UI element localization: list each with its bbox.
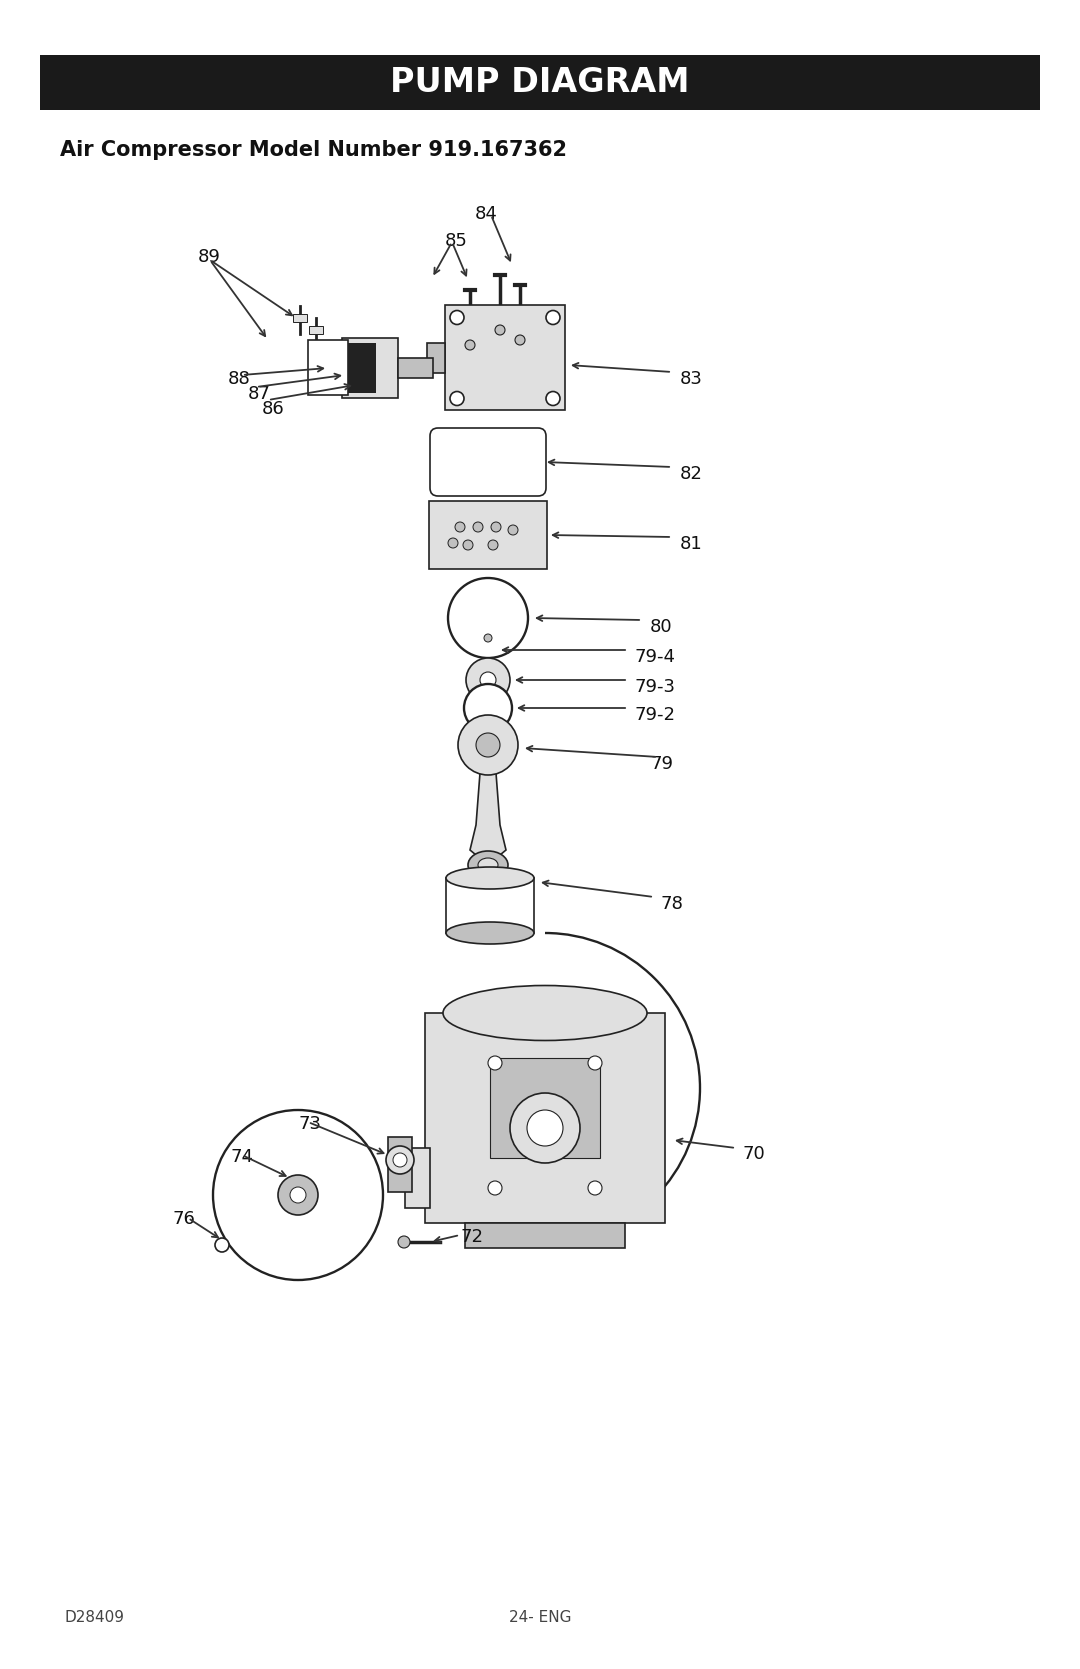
Circle shape [393,1153,407,1167]
Text: 76: 76 [173,1210,195,1228]
Circle shape [215,1238,229,1252]
Circle shape [465,658,510,703]
Circle shape [546,310,561,324]
Bar [399,357,433,377]
Circle shape [473,522,483,532]
Polygon shape [315,1195,374,1242]
Circle shape [480,673,496,688]
FancyBboxPatch shape [430,427,546,496]
Text: 89: 89 [198,249,221,265]
Circle shape [455,522,465,532]
Circle shape [588,1056,602,1070]
Circle shape [465,340,475,350]
Circle shape [488,1182,502,1195]
Circle shape [448,537,458,547]
Bar [429,501,546,569]
Circle shape [278,1175,318,1215]
Text: 88: 88 [228,371,251,387]
Ellipse shape [446,921,534,945]
Text: 82: 82 [680,466,703,482]
Bar [342,339,399,397]
Bar [293,314,307,322]
Circle shape [291,1187,306,1203]
Circle shape [546,392,561,406]
Polygon shape [285,1118,323,1177]
Circle shape [510,1093,580,1163]
Bar [490,1058,600,1158]
Text: Air Compressor Model Number 919.167362: Air Compressor Model Number 919.167362 [60,140,567,160]
Text: 74: 74 [230,1148,253,1167]
Text: 84: 84 [475,205,498,224]
Circle shape [527,1110,563,1147]
Text: 87: 87 [248,386,271,402]
Text: 85: 85 [445,232,468,250]
Polygon shape [305,1127,362,1182]
Bar [465,1223,625,1248]
Circle shape [488,1056,502,1070]
Polygon shape [221,1193,282,1230]
Bar [348,344,376,392]
Polygon shape [314,1160,375,1197]
Bar [426,1013,665,1223]
Text: 79-2: 79-2 [635,706,676,724]
Circle shape [450,392,464,406]
Polygon shape [470,773,507,865]
Polygon shape [221,1148,281,1195]
Circle shape [588,1182,602,1195]
Circle shape [464,684,512,733]
Text: 24- ENG: 24- ENG [509,1609,571,1624]
Text: D28409: D28409 [65,1609,125,1624]
Circle shape [508,526,518,536]
Bar [309,325,323,334]
Text: 79-4: 79-4 [635,648,676,666]
Circle shape [213,1110,383,1280]
Polygon shape [234,1208,292,1263]
Text: 86: 86 [262,401,285,417]
Bar [405,1148,430,1208]
Polygon shape [243,1122,289,1183]
Circle shape [476,733,500,758]
Circle shape [491,522,501,532]
Circle shape [484,634,492,643]
Circle shape [495,325,505,335]
Circle shape [386,1147,414,1173]
Circle shape [488,541,498,551]
Circle shape [463,541,473,551]
Bar [40,55,1040,110]
Ellipse shape [443,985,647,1040]
Circle shape [399,1237,410,1248]
Text: 73: 73 [298,1115,321,1133]
Circle shape [450,310,464,324]
Text: 80: 80 [650,618,673,636]
Ellipse shape [478,858,498,871]
Text: 83: 83 [680,371,703,387]
Text: 79: 79 [650,754,673,773]
Ellipse shape [446,866,534,890]
Text: 70: 70 [742,1145,765,1163]
Circle shape [515,335,525,345]
Text: 78: 78 [660,895,683,913]
Bar [388,1137,411,1192]
Text: 72: 72 [460,1228,483,1247]
Text: PUMP DIAGRAM: PUMP DIAGRAM [390,67,690,98]
Ellipse shape [468,851,508,880]
Polygon shape [307,1207,353,1268]
Bar [445,305,565,411]
Text: 79-3: 79-3 [635,678,676,696]
Polygon shape [272,1213,311,1272]
Circle shape [448,577,528,658]
Text: 81: 81 [680,536,703,552]
Circle shape [458,714,518,774]
Bar [308,340,348,396]
Bar [427,344,445,372]
